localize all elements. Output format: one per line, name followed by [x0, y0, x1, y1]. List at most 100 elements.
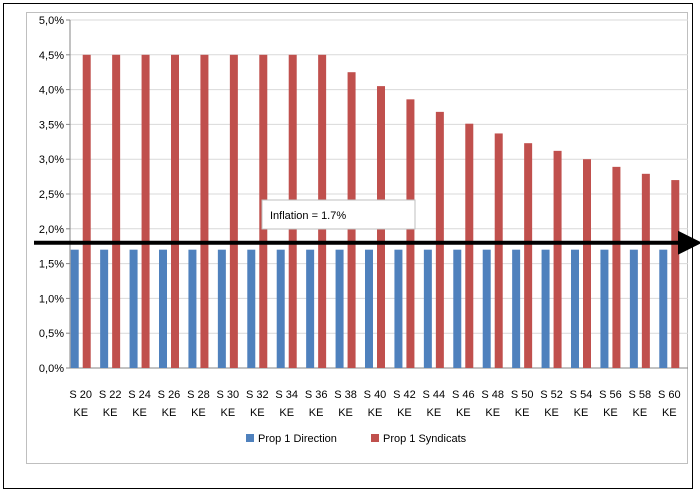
bar-prop-1-direction	[394, 249, 403, 368]
x-tick-label: KE	[279, 407, 294, 419]
bar-prop-1-direction	[217, 249, 226, 368]
bar-prop-1-direction	[512, 249, 521, 368]
x-tick-label: S 22	[99, 389, 122, 401]
bar-prop-1-syndicats	[171, 54, 179, 369]
bars	[70, 54, 680, 369]
x-tick-label: S 60	[658, 389, 681, 401]
x-tick-label: S 58	[629, 389, 652, 401]
bar-prop-1-direction	[423, 249, 432, 368]
bar-prop-1-direction	[453, 249, 462, 368]
x-tick-label: S 20	[69, 389, 92, 401]
x-tick-label: KE	[191, 407, 206, 419]
x-tick-label: KE	[633, 407, 648, 419]
x-tick-label: KE	[162, 407, 177, 419]
x-tick-label: KE	[250, 407, 265, 419]
bar-prop-1-direction	[659, 249, 668, 368]
bar-prop-1-syndicats	[524, 143, 533, 368]
bar-prop-1-syndicats	[435, 111, 444, 368]
y-tick-label: 1,0%	[39, 293, 64, 305]
x-tick-label: S 44	[423, 389, 446, 401]
bar-prop-1-syndicats	[553, 150, 562, 368]
y-tick-label: 5,0%	[39, 15, 64, 27]
legend-swatch	[371, 434, 379, 442]
y-tick-label: 3,5%	[39, 119, 64, 131]
bar-prop-1-syndicats	[641, 173, 650, 368]
x-tick-label: S 32	[246, 389, 269, 401]
y-tick-label: 4,0%	[39, 85, 64, 97]
x-tick-label: KE	[132, 407, 147, 419]
x-tick-label: KE	[515, 407, 530, 419]
bar-prop-1-syndicats	[465, 123, 474, 368]
x-tick-label: S 28	[187, 389, 210, 401]
x-tick-label: S 52	[540, 389, 563, 401]
x-tick-label: S 38	[334, 389, 357, 401]
x-tick-label: KE	[603, 407, 618, 419]
bar-prop-1-syndicats	[671, 180, 680, 368]
x-axis-ticks: S 20 KE S 22 KE S 24 KE S 26 KE S 28 KE S 30 KE S 32…	[69, 389, 680, 419]
x-tick-label: S 34	[275, 389, 298, 401]
x-tick-label: KE	[103, 407, 118, 419]
bar-prop-1-direction	[600, 249, 609, 368]
bar-prop-1-direction	[571, 249, 579, 368]
x-tick-label: KE	[397, 407, 412, 419]
inflation-label-box	[261, 199, 416, 230]
legend-label: Prop 1 Syndicats	[383, 433, 467, 445]
bar-prop-1-direction	[159, 249, 167, 368]
y-tick-label: 0,0%	[39, 363, 64, 375]
inflation-label: Inflation = 1.7%	[270, 210, 346, 222]
y-tick-label: 4,5%	[39, 50, 64, 62]
bar-prop-1-syndicats	[229, 54, 238, 369]
chart-area	[26, 12, 688, 464]
x-tick-label: KE	[221, 407, 236, 419]
x-tick-label: S 40	[364, 389, 387, 401]
bar-prop-1-syndicats	[112, 54, 121, 369]
bar-prop-1-syndicats	[612, 166, 621, 368]
bar-prop-1-direction	[70, 249, 79, 368]
bar-prop-1-direction	[306, 249, 315, 368]
x-tick-label: S 50	[511, 389, 534, 401]
bar-prop-1-direction	[541, 249, 550, 368]
bar-prop-1-syndicats	[82, 54, 91, 369]
bar-prop-1-direction	[129, 249, 138, 368]
x-tick-label: S 54	[570, 389, 593, 401]
bar-prop-1-syndicats	[200, 54, 209, 369]
x-tick-label: S 56	[599, 389, 622, 401]
y-tick-label: 3,0%	[39, 154, 64, 166]
bar-prop-1-syndicats	[583, 159, 591, 368]
x-tick-label: KE	[309, 407, 324, 419]
inflation-annotation: Inflation = 1.7%	[34, 199, 700, 255]
bar-prop-1-direction	[188, 249, 197, 368]
bar-prop-1-direction	[276, 249, 285, 368]
x-tick-label: KE	[662, 407, 677, 419]
bar-prop-1-direction	[365, 249, 373, 368]
legend: Prop 1 Direction Prop 1 Syndicats	[246, 433, 467, 445]
legend-swatch	[246, 434, 254, 442]
x-tick-label: KE	[456, 407, 471, 419]
x-tick-label: KE	[427, 407, 442, 419]
bar-prop-1-direction	[100, 249, 109, 368]
x-tick-label: S 30	[217, 389, 240, 401]
y-tick-label: 2,0%	[39, 224, 64, 236]
y-axis-ticks: 0,0% 0,5% 1,0% 1,5% 2,0% 2,5% 3,0% 3,5% 4,0% 4,5%…	[39, 15, 71, 375]
legend-label: Prop 1 Direction	[258, 433, 337, 445]
x-tick-label: KE	[338, 407, 353, 419]
x-tick-label: S 24	[128, 389, 151, 401]
x-tick-label: KE	[73, 407, 88, 419]
x-tick-label: S 26	[158, 389, 181, 401]
bar-prop-1-syndicats	[494, 133, 503, 368]
bar-prop-1-direction	[335, 249, 344, 368]
bar-prop-1-direction	[247, 249, 256, 368]
x-tick-label: S 42	[393, 389, 416, 401]
bar-prop-1-direction	[482, 249, 491, 368]
bar-prop-1-syndicats	[406, 99, 415, 369]
x-tick-label: KE	[485, 407, 500, 419]
y-tick-label: 1,5%	[39, 259, 64, 271]
y-tick-label: 2,5%	[39, 189, 64, 201]
y-tick-label: 0,5%	[39, 328, 64, 340]
bar-prop-1-syndicats	[141, 54, 150, 369]
x-tick-label: KE	[368, 407, 383, 419]
x-tick-label: KE	[574, 407, 589, 419]
x-tick-label: S 48	[481, 389, 504, 401]
x-tick-label: S 36	[305, 389, 328, 401]
